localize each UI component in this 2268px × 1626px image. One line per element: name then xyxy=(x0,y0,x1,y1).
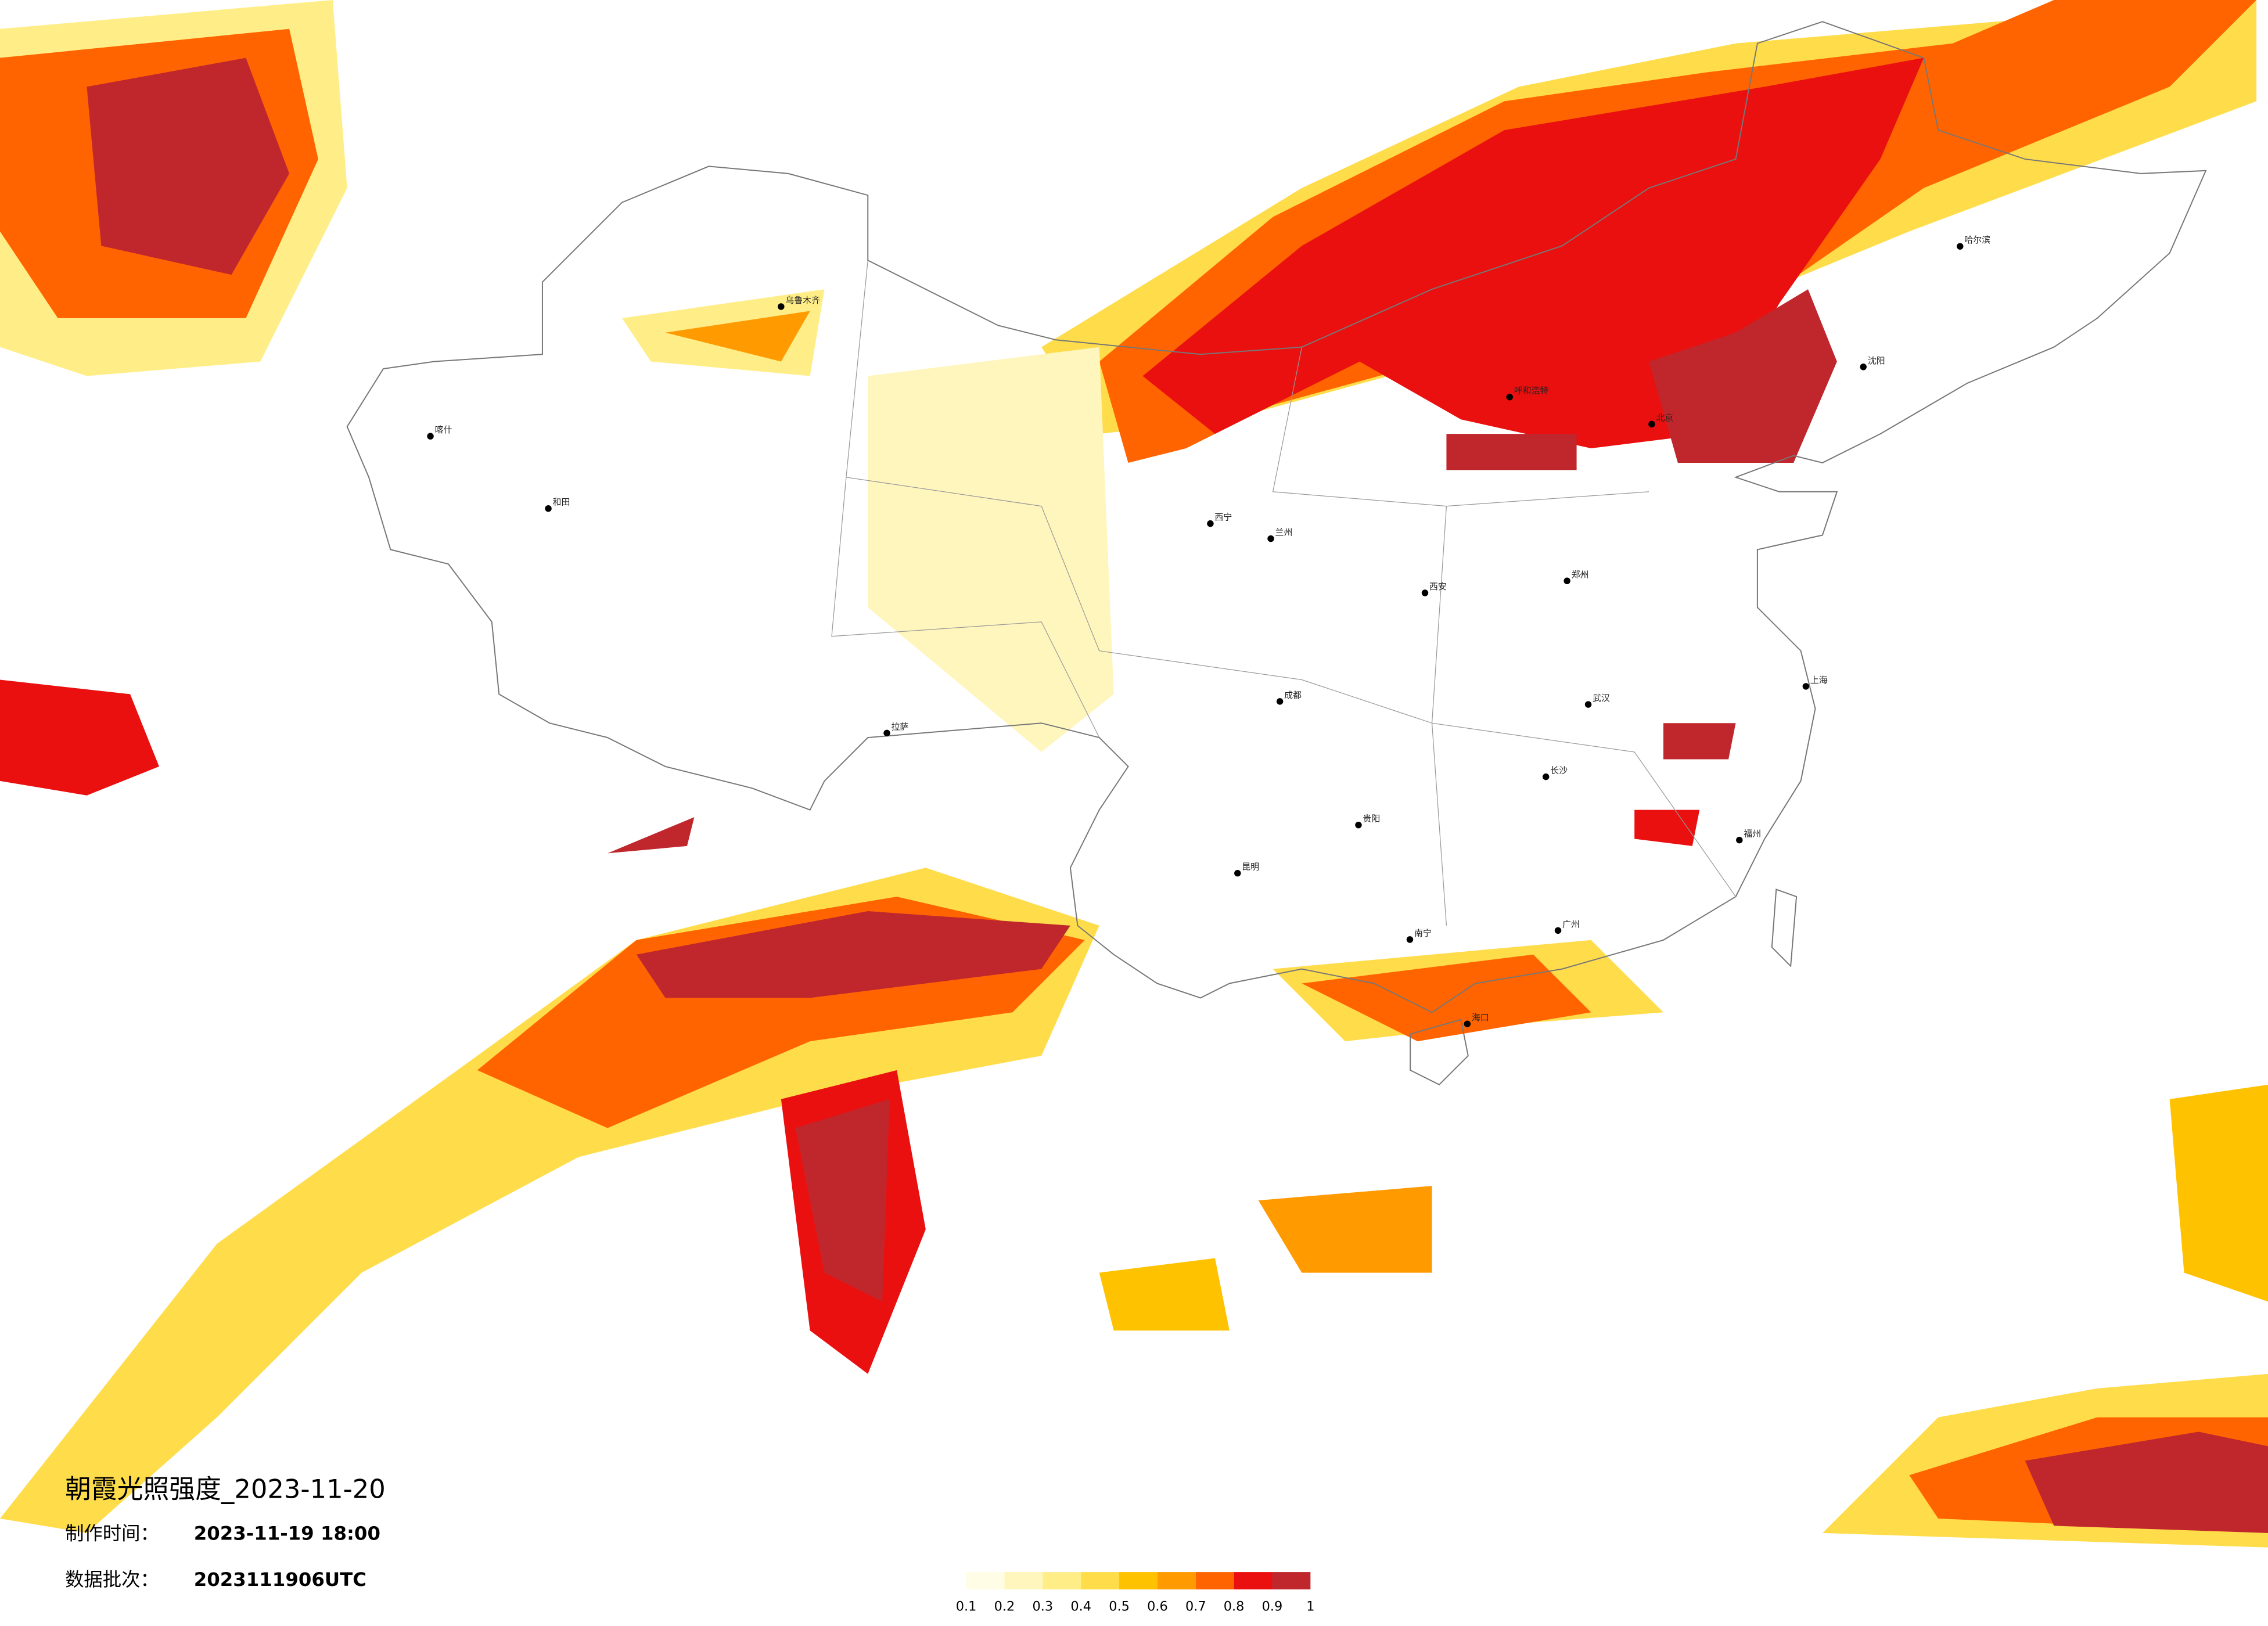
heat-patch xyxy=(795,1099,890,1302)
city-label: 呼和浩特 xyxy=(1514,386,1549,396)
legend: 0.1 0.2 0.3 0.4 0.5 0.6 0.7 0.8 0.9 1 xyxy=(956,1572,1314,1614)
city-dot xyxy=(1506,393,1513,401)
taiwan-outline xyxy=(1771,888,1798,967)
batch-label: 数据批次： xyxy=(65,1569,159,1591)
city-label: 南宁 xyxy=(1414,928,1432,938)
city-dot xyxy=(1421,589,1429,596)
city-label: 长沙 xyxy=(1550,765,1568,776)
city-label: 昆明 xyxy=(1242,862,1259,872)
heat-patch xyxy=(636,911,1070,998)
city-label: 和田 xyxy=(553,497,570,508)
city-dot xyxy=(1648,420,1655,428)
city-dot xyxy=(1234,869,1241,877)
legend-tick-label: 0.9 xyxy=(1262,1599,1283,1614)
city-dot xyxy=(1406,936,1414,943)
legend-swatch xyxy=(1272,1572,1311,1589)
legend-tick-label: 0.7 xyxy=(1185,1599,1206,1614)
legend-swatch xyxy=(1195,1572,1234,1589)
city-label: 武汉 xyxy=(1593,693,1610,703)
legend-tick-label: 0.6 xyxy=(1147,1599,1168,1614)
city-dot xyxy=(1957,243,1964,250)
heat-patch xyxy=(665,311,810,362)
province-borders xyxy=(831,260,1737,926)
heat-patch xyxy=(1663,723,1736,760)
made-time-label: 制作时间： xyxy=(65,1522,159,1544)
legend-swatch xyxy=(966,1572,1005,1589)
city-dot xyxy=(1355,821,1362,829)
city-label: 沈阳 xyxy=(1868,355,1885,366)
legend-tick-label: 0.3 xyxy=(1033,1599,1054,1614)
heat-patch xyxy=(1099,1258,1230,1331)
legend-swatch xyxy=(1119,1572,1158,1589)
legend-swatch xyxy=(1234,1572,1273,1589)
made-time: 2023-11-19 18:00 xyxy=(194,1522,380,1544)
legend-tick-label: 0.1 xyxy=(956,1599,977,1614)
city-dot xyxy=(1276,698,1284,705)
city-label: 福州 xyxy=(1744,829,1761,839)
heat-patch xyxy=(0,679,159,796)
country-outline xyxy=(346,21,2207,1013)
city-dot xyxy=(1802,683,1810,690)
legend-tick-label: 0.5 xyxy=(1109,1599,1130,1614)
city-dot xyxy=(883,729,890,737)
city-dot xyxy=(1542,773,1550,780)
city-label: 西宁 xyxy=(1214,512,1232,523)
legend-tick-label: 0.4 xyxy=(1070,1599,1091,1614)
city-dot xyxy=(1563,577,1570,584)
legend-tick-label: 0.8 xyxy=(1224,1599,1245,1614)
heat-patch xyxy=(1649,289,1837,463)
city-dot xyxy=(1267,535,1274,542)
city-label: 广州 xyxy=(1562,919,1580,929)
city-label: 北京 xyxy=(1656,412,1673,423)
city-dot xyxy=(427,433,434,440)
city-label: 哈尔滨 xyxy=(1964,235,1990,245)
heat-patch xyxy=(1446,434,1577,470)
batch: 2023111906UTC xyxy=(194,1569,366,1591)
heat-patch xyxy=(868,347,1114,753)
city-dot xyxy=(1554,927,1562,934)
heat-patch xyxy=(2025,1431,2268,1533)
city-label: 成都 xyxy=(1284,690,1302,700)
city-dot xyxy=(1860,364,1867,370)
legend-swatch xyxy=(1043,1572,1081,1589)
heat-patch xyxy=(2169,1084,2268,1302)
city-dot xyxy=(778,303,785,310)
legend-swatch xyxy=(1157,1572,1196,1589)
city-label: 贵阳 xyxy=(1363,814,1380,824)
legend-swatch xyxy=(1081,1572,1120,1589)
legend-tick-label: 0.2 xyxy=(994,1599,1015,1614)
heat-layer xyxy=(0,0,2268,1548)
city-label: 喀什 xyxy=(435,425,452,435)
city-label: 西安 xyxy=(1429,581,1447,592)
legend-swatch xyxy=(1004,1572,1043,1589)
city-dot xyxy=(545,505,552,512)
legend-tick-label: 1 xyxy=(1306,1599,1314,1614)
city-dot xyxy=(1584,701,1592,708)
city-dot xyxy=(1464,1020,1471,1027)
hainan-outline xyxy=(1410,1019,1469,1086)
heat-patch xyxy=(87,57,290,275)
city-label: 乌鲁木齐 xyxy=(785,295,820,305)
city-label: 上海 xyxy=(1810,675,1828,685)
city-label: 兰州 xyxy=(1275,527,1293,538)
city-label: 拉萨 xyxy=(891,721,908,732)
city-dot xyxy=(1207,520,1214,527)
city-label: 郑州 xyxy=(1572,569,1589,580)
heat-patch xyxy=(1258,1186,1432,1273)
heat-patch xyxy=(607,817,695,854)
map-title: 朝霞光照强度_2023-11-20 xyxy=(65,1474,386,1505)
city-label: 海口 xyxy=(1472,1012,1489,1023)
city-dot xyxy=(1736,836,1743,844)
heat-patch xyxy=(1634,810,1700,846)
